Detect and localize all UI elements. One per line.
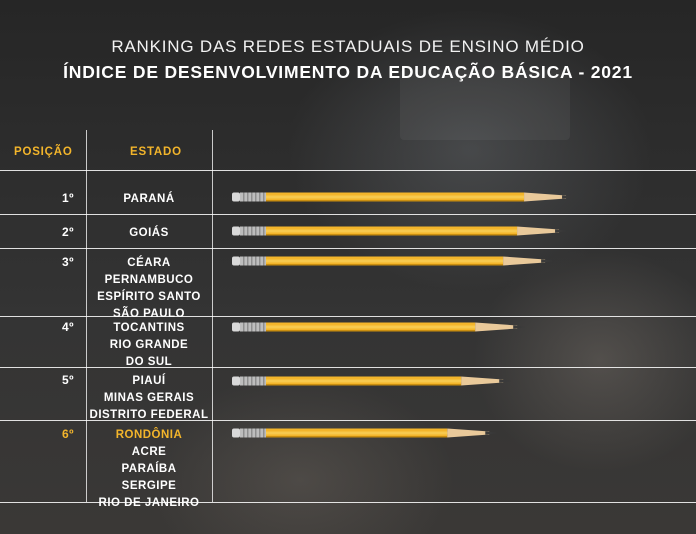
state-name: PARAÍBA xyxy=(121,463,177,475)
rank-position: 2º xyxy=(61,225,74,239)
rank-states: RONDÔNIA ACRE PARAÍBA SERGIPE RIO DE JANEIRO xyxy=(86,427,212,512)
rank-position: 1º xyxy=(61,191,74,205)
state-name: GOIÁS xyxy=(129,227,169,239)
rank-states: PARANÁ xyxy=(86,191,212,208)
row-divider xyxy=(0,420,696,421)
state-name: SÃO PAULO xyxy=(112,308,185,320)
rank-position: 4º xyxy=(61,320,74,334)
chart-title-line1: RANKING DAS REDES ESTADUAIS DE ENSINO MÉ… xyxy=(111,37,585,56)
state-name: SERGIPE xyxy=(121,480,177,492)
state-name: ESPÍRITO SANTO xyxy=(97,291,201,303)
state-name: TOCANTINS xyxy=(113,322,185,334)
state-name: RIO DE JANEIRO xyxy=(98,497,200,509)
row-divider xyxy=(0,367,696,368)
header-state: ESTADO xyxy=(130,146,182,158)
header-position: POSIÇÃO xyxy=(14,146,73,158)
row-divider xyxy=(0,316,696,317)
state-name: PARANÁ xyxy=(123,193,175,205)
row-divider xyxy=(0,170,696,171)
rank-states: CÉARA PERNAMBUCO ESPÍRITO SANTO SÃO PAULO xyxy=(86,255,212,323)
rank-position: 3º xyxy=(61,255,74,269)
row-divider xyxy=(0,502,696,503)
state-name: MINAS GERAIS xyxy=(103,392,195,404)
state-name: PIAUÍ xyxy=(132,375,166,387)
state-name: ACRE xyxy=(131,446,167,458)
rank-states: TOCANTINS RIO GRANDE DO SUL xyxy=(86,320,212,371)
rank-position: 6º xyxy=(61,427,74,441)
row-divider xyxy=(0,248,696,249)
state-name: RONDÔNIA xyxy=(115,429,183,441)
rank-states: PIAUÍ MINAS GERAIS DISTRITO FEDERAL xyxy=(86,373,212,424)
rank-position: 5º xyxy=(61,373,74,387)
state-name: RIO GRANDE xyxy=(109,339,189,351)
row-divider xyxy=(0,214,696,215)
state-name: DO SUL xyxy=(125,356,173,368)
state-name: DISTRITO FEDERAL xyxy=(89,409,209,421)
rank-states: GOIÁS xyxy=(86,225,212,242)
state-name: CÉARA xyxy=(127,257,171,269)
chart-title-line2: ÍNDICE DE DESENVOLVIMENTO DA EDUCAÇÃO BÁ… xyxy=(63,62,633,82)
state-name: PERNAMBUCO xyxy=(104,274,194,286)
